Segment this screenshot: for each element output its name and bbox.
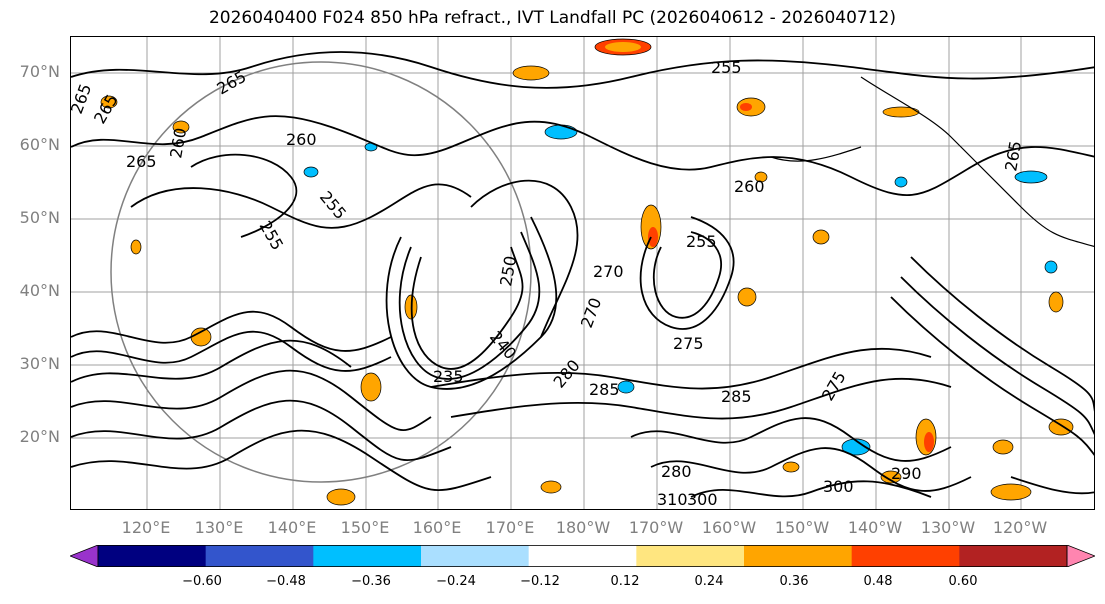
contour-label: 310 <box>657 490 688 509</box>
contour-label: 265 <box>71 81 95 116</box>
lat-label-50n: 50°N <box>19 208 60 227</box>
contour-label-group: 265 265 265 260 265 260 255 255 250 255 … <box>71 58 1025 509</box>
range-circle <box>110 61 532 483</box>
lat-label-20n: 20°N <box>19 427 60 446</box>
colorbar-tick: −0.24 <box>436 574 476 589</box>
colorbar-tick: 0.12 <box>610 574 640 589</box>
lon-label-170e: 170°E <box>485 518 535 537</box>
colorbar-tick: −0.48 <box>266 574 306 589</box>
contour-label: 270 <box>577 295 605 330</box>
contour-label: 300 <box>687 490 718 509</box>
contour-label: 280 <box>550 356 584 392</box>
lat-label-60n: 60°N <box>19 135 60 154</box>
colorbar-segments <box>70 545 1095 567</box>
colorbar-tick: 0.48 <box>863 574 893 589</box>
contour-label: 300 <box>823 477 854 496</box>
lon-label-140e: 140°E <box>267 518 317 537</box>
contour-label: 280 <box>661 462 692 481</box>
contour-label: 250 <box>496 254 520 287</box>
lon-label-150e: 150°E <box>340 518 390 537</box>
colorbar-tick: 0.24 <box>694 574 724 589</box>
contour-label: 255 <box>316 187 350 223</box>
lon-label-160w: 160°W <box>701 518 757 537</box>
lat-label-70n: 70°N <box>19 62 60 81</box>
colorbar-tick: −0.36 <box>351 574 391 589</box>
colorbar-extend-high <box>1066 545 1095 567</box>
colorbar-segment <box>98 545 207 567</box>
contour-label: 265 <box>1001 139 1025 172</box>
lon-label-130e: 130°E <box>194 518 244 537</box>
contour-label: 285 <box>721 387 752 406</box>
contour-label: 265 <box>90 91 122 127</box>
colorbar-border <box>97 545 1068 567</box>
colorbar-segment <box>421 545 530 567</box>
contour-label: 255 <box>711 58 742 77</box>
lon-label-120e: 120°E <box>121 518 171 537</box>
map-title: 2026040400 F024 850 hPa refract., IVT La… <box>208 8 896 28</box>
colorbar-tick: 0.36 <box>779 574 809 589</box>
colorbar-segment <box>528 545 637 567</box>
colorbar-extend-low <box>70 545 99 567</box>
coastlines <box>770 76 1094 248</box>
contour-label: 235 <box>433 367 464 386</box>
colorbar-segment <box>313 545 422 567</box>
contour-label: 265 <box>126 152 157 171</box>
map-canvas: 265 265 265 260 265 260 255 255 250 255 … <box>71 37 1094 509</box>
contour-lines <box>71 51 1094 498</box>
contour-label: 260 <box>166 126 190 159</box>
contour-label: 270 <box>593 262 624 281</box>
contour-label: 275 <box>673 334 704 353</box>
lon-label-130w: 130°W <box>920 518 976 537</box>
colorbar-segment <box>851 545 960 567</box>
contour-label: 240 <box>486 327 520 363</box>
colorbar-segment <box>205 545 314 567</box>
lat-label-40n: 40°N <box>19 281 60 300</box>
contour-label: 265 <box>214 67 250 99</box>
lon-label-170w: 170°W <box>628 518 684 537</box>
colorbar-segment <box>959 545 1068 567</box>
colorbar-tick: −0.60 <box>182 574 222 589</box>
lon-label-150w: 150°W <box>774 518 830 537</box>
lat-label-30n: 30°N <box>19 354 60 373</box>
contour-label: 290 <box>891 464 922 483</box>
lon-label-180w: 180°W <box>555 518 611 537</box>
lon-label-140w: 140°W <box>847 518 903 537</box>
graticule <box>71 37 1094 509</box>
contour-label: 255 <box>686 232 717 251</box>
contour-label: 285 <box>589 380 620 399</box>
shaded-anomaly-patches <box>100 38 1074 506</box>
contour-label: 260 <box>286 130 317 149</box>
colorbar <box>70 545 1095 567</box>
colorbar-segment <box>744 545 853 567</box>
colorbar-segment <box>636 545 745 567</box>
lon-label-120w: 120°W <box>992 518 1048 537</box>
colorbar-tick: −0.12 <box>520 574 560 589</box>
colorbar-tick: 0.60 <box>948 574 978 589</box>
contour-label: 255 <box>256 218 288 254</box>
map-panel: 265 265 265 260 265 260 255 255 250 255 … <box>70 36 1095 510</box>
contour-label: 275 <box>818 368 850 404</box>
contour-label: 260 <box>734 177 765 196</box>
lon-label-160e: 160°E <box>412 518 462 537</box>
